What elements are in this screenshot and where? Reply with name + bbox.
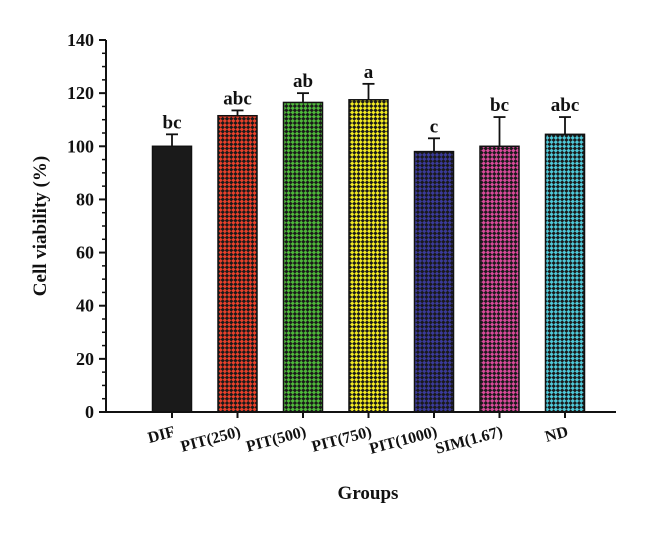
bar (479, 145, 520, 413)
significance-label: ab (293, 71, 313, 92)
x-tick-label: PIT(500) (244, 423, 308, 455)
y-tick-label: 100 (67, 136, 94, 156)
significance-label: abc (551, 95, 580, 116)
x-tick-label: PIT(250) (179, 423, 243, 455)
y-tick-label: 0 (85, 402, 94, 422)
bar (348, 99, 389, 413)
bar (413, 150, 455, 413)
bars: bc abc ab a c bc abc (151, 62, 586, 413)
y-axis-label: Cell viability (%) (30, 156, 51, 296)
y-tick-label: 80 (76, 189, 94, 209)
x-axis-ticks: DIF PIT(250) PIT(500) PIT(750)PIT(1000)SIM(… (146, 412, 570, 458)
x-tick-label: PIT(1000) (368, 423, 439, 457)
y-tick-label: 60 (76, 243, 94, 263)
significance-label: abc (223, 88, 252, 109)
y-tick-label: 140 (67, 30, 94, 50)
bar (544, 133, 586, 413)
y-axis-ticks: 0 20 40 60 80 100 120 140 (67, 30, 106, 422)
significance-label: c (430, 116, 438, 137)
significance-label: a (364, 62, 374, 83)
significance-label: bc (490, 95, 509, 116)
bar (217, 114, 258, 413)
y-tick-label: 20 (76, 349, 94, 369)
x-axis-label: Groups (338, 483, 399, 504)
x-tick-label: PIT(750) (310, 423, 374, 455)
x-tick-label: SIM(1.67) (434, 423, 505, 457)
x-tick-label: DIF (146, 423, 177, 447)
x-tick-label: ND (543, 423, 570, 445)
bar (282, 101, 324, 413)
y-tick-label: 120 (67, 83, 94, 103)
y-tick-label: 40 (76, 296, 94, 316)
bar (151, 145, 193, 413)
significance-label: bc (163, 112, 182, 133)
